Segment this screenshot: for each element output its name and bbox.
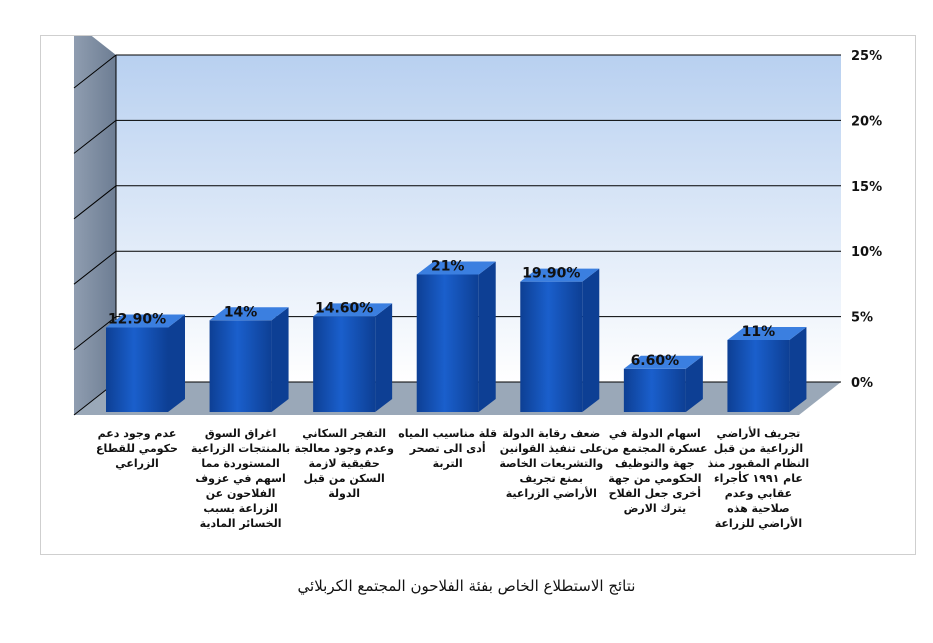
data-label: 14% [224,304,258,320]
side-wall [74,36,116,415]
bar [727,339,790,412]
bar-top [623,355,703,369]
gridline-side [73,316,117,350]
data-label: 12.90% [108,312,166,328]
bar-side [168,314,185,412]
data-label: 19.90% [522,266,580,282]
bar-side [789,326,807,412]
bar [106,327,168,412]
category-label: اغراق السوق بالمنتجات الزراعية المستوردة… [190,427,291,530]
gridline-side [73,250,117,285]
bar [416,274,479,412]
bar-side [375,303,393,412]
gridline-side [73,120,117,154]
data-label: 14.60% [315,300,373,316]
bar-top [416,261,496,275]
bar-top [520,268,600,282]
data-label: 11% [742,324,776,340]
bar-side [582,268,600,412]
y-tick-label: 0% [851,376,873,391]
data-labels: 12.90% 14% 14.60% 21% 19.90% 6.60% 11% [108,258,775,368]
category-label: تجريف الأراضي الزراعية من قبل النظام الم… [707,427,810,530]
gridline-side [73,185,117,220]
bar-side [685,355,703,412]
category-label: ضعف رقابة الدولة على تنفيذ القوانين والت… [499,427,604,500]
category-label: اسهام الدولة في عسكرة المجتمع من جهة وال… [602,427,708,515]
y-tick-label: 10% [851,245,882,260]
bar-top [106,314,185,328]
category-label: عدم وجود دعم حكومي للقطاع الزراعي [96,427,178,470]
category-label: التفجر السكاني وعدم وجود معالجة حقيقية ل… [294,427,394,500]
y-axis-ticks: 0% 5% 10% 15% 20% 25% [851,49,882,391]
gridline-side [73,54,117,89]
bar-chart: 12.90% 14% 14.60% 21% 19.90% 6.60% 11% 0% 5% 10%… [73,36,882,416]
y-tick-label: 25% [851,49,882,64]
chart-frame: 12.90% 14% 14.60% 21% 19.90% 6.60% 11% 0% 5% 10%… [40,35,916,555]
bar-side [271,307,289,412]
bar-top [313,303,393,317]
bar-top [727,326,807,340]
bar [623,368,686,412]
chart-caption: نتائج الاستطلاع الخاص بفئة الفلاحون المج… [297,577,636,595]
bar-top [209,307,289,321]
y-tick-label: 15% [851,180,882,195]
bar-side [478,261,496,412]
bar [520,281,583,412]
data-label: 21% [431,258,465,274]
data-label: 6.60% [631,353,680,369]
y-tick-label: 20% [851,114,882,129]
bars [106,261,807,412]
y-tick-label: 5% [851,311,873,326]
category-label: قلة مناسيب المياه أدى الى تصحر التربة [398,427,498,470]
bar [313,316,376,412]
bar [209,320,272,412]
